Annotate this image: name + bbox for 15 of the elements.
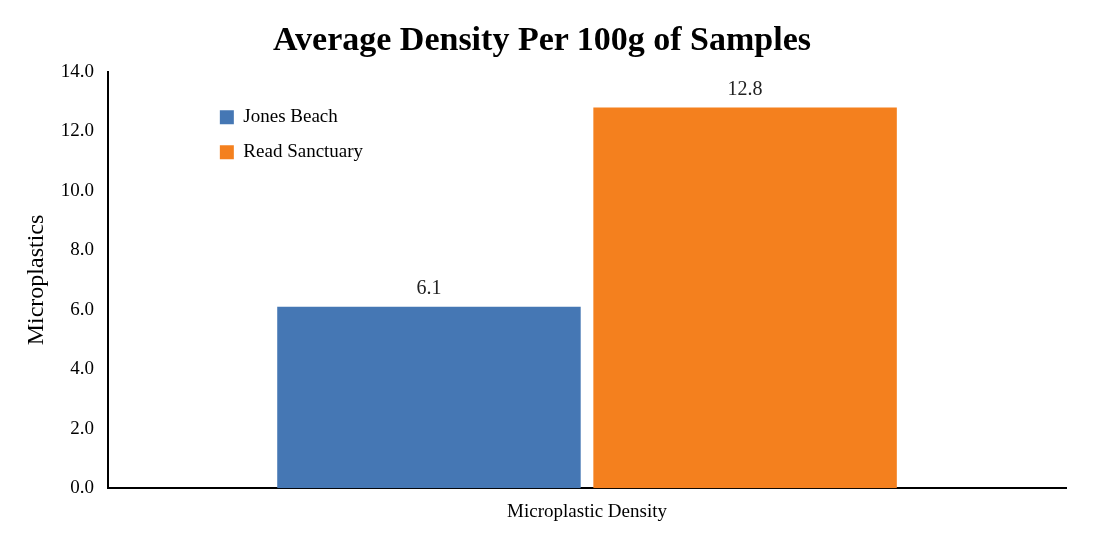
data-label: 12.8 [727, 76, 763, 99]
y-tick-label: 6.0 [70, 297, 95, 319]
y-axis-title: Microplastics [21, 214, 48, 346]
y-tick-label: 10.0 [60, 178, 95, 200]
y-tick-label: 4.0 [70, 357, 95, 379]
y-tick-label: 2.0 [70, 416, 95, 438]
y-tick-label: 12.0 [60, 119, 95, 141]
data-label: 6.1 [416, 276, 442, 299]
chart-title: Average Density Per 100g of Samples [273, 20, 811, 58]
y-tick-label: 8.0 [70, 238, 95, 260]
y-tick-label: 14.0 [60, 59, 95, 81]
y-tick-label: 0.0 [70, 476, 95, 498]
x-tick-label: Microplastic Density [507, 499, 668, 521]
legend-label: Jones Beach [243, 105, 339, 127]
legend-label: Read Sanctuary [243, 140, 364, 162]
